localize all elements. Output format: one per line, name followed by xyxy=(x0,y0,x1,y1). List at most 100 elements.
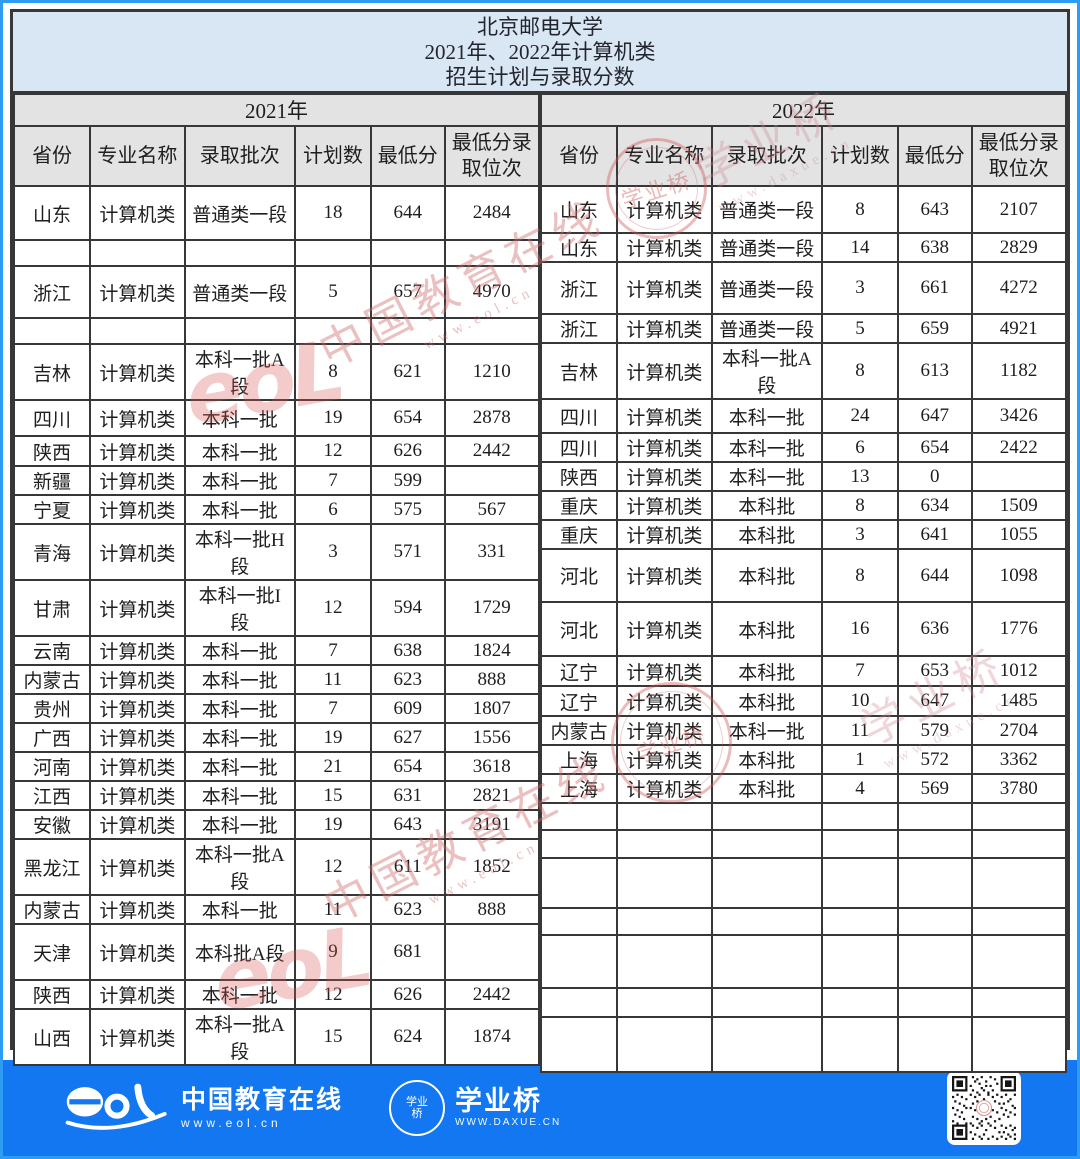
cell-major: 计算机类 xyxy=(89,579,186,637)
cell-min-rank xyxy=(970,907,1067,936)
table-row: 宁夏 计算机类 本科一批 6 575 567 xyxy=(12,494,540,525)
cell-major: 计算机类 xyxy=(89,435,186,467)
cell-plan: 8 xyxy=(820,490,900,521)
cell-min-rank: 567 xyxy=(443,494,540,525)
cell-batch xyxy=(710,907,823,936)
table-row: 新疆 计算机类 本科一批 7 599 xyxy=(12,465,540,496)
cell-min-rank: 2878 xyxy=(443,399,540,437)
table-row xyxy=(539,802,1067,831)
cell-major: 计算机类 xyxy=(616,655,713,687)
cell-plan: 1 xyxy=(820,744,900,775)
cell-province: 山东 xyxy=(12,185,92,241)
cell-min-score: 647 xyxy=(897,398,973,434)
cell-plan: 7 xyxy=(293,465,373,496)
cell-min-rank: 2422 xyxy=(970,432,1067,463)
cell-major: 计算机类 xyxy=(616,601,713,657)
cell-min-rank: 3362 xyxy=(970,744,1067,775)
cell-min-score xyxy=(897,829,973,859)
cell-plan: 10 xyxy=(820,685,900,717)
cell-major xyxy=(616,857,713,909)
table-row xyxy=(539,907,1067,936)
cell-plan: 3 xyxy=(820,519,900,550)
cell-major xyxy=(616,934,713,989)
cell-major xyxy=(616,907,713,936)
cell-min-score: 575 xyxy=(370,494,446,525)
cell-batch xyxy=(710,802,823,831)
cell-major: 计算机类 xyxy=(616,232,713,263)
cell-province: 吉林 xyxy=(12,343,92,401)
cell-province: 河南 xyxy=(12,751,92,782)
table-row xyxy=(12,317,540,345)
cell-province: 四川 xyxy=(539,432,619,463)
cell-min-rank: 2484 xyxy=(443,185,540,241)
cell-batch xyxy=(710,829,823,859)
cell-major: 计算机类 xyxy=(89,465,186,496)
cell-major: 计算机类 xyxy=(616,313,713,344)
cell-province: 辽宁 xyxy=(539,655,619,687)
cell-min-score: 647 xyxy=(897,685,973,717)
cell-min-score: 657 xyxy=(370,265,446,319)
table-row: 辽宁 计算机类 本科批 7 653 1012 xyxy=(539,655,1067,687)
cell-min-score: 569 xyxy=(897,773,973,804)
table-row xyxy=(539,829,1067,859)
cell-batch: 普通类一段 xyxy=(183,185,296,241)
cell-plan: 15 xyxy=(293,780,373,811)
cell-min-rank: 331 xyxy=(443,523,540,581)
cell-batch: 本科一批A 段 xyxy=(183,343,296,401)
cell-plan: 4 xyxy=(820,773,900,804)
cell-min-score: 613 xyxy=(897,342,973,400)
cell-min-score xyxy=(897,802,973,831)
cell-batch: 本科批 xyxy=(710,601,823,657)
cell-batch xyxy=(710,857,823,909)
admissions-table-sheet: 北京邮电大学 2021年、2022年计算机类 招生计划与录取分数 2021年 省… xyxy=(10,9,1070,1073)
cell-min-score: 643 xyxy=(370,809,446,840)
cell-batch: 本科一批A 段 xyxy=(183,1008,296,1066)
cell-province xyxy=(539,802,619,831)
cell-min-rank: 2829 xyxy=(970,232,1067,263)
cell-min-rank: 1509 xyxy=(970,490,1067,521)
cell-plan: 8 xyxy=(820,548,900,603)
cell-plan: 16 xyxy=(820,601,900,657)
cell-min-score: 0 xyxy=(897,461,973,492)
cell-major: 计算机类 xyxy=(89,523,186,581)
cell-min-rank: 2821 xyxy=(443,780,540,811)
cell-min-rank xyxy=(443,239,540,267)
table-row: 重庆 计算机类 本科批 3 641 1055 xyxy=(539,519,1067,550)
cell-plan xyxy=(820,802,900,831)
cell-province xyxy=(12,239,92,267)
cell-plan xyxy=(293,239,373,267)
col-header-batch: 录取批次 xyxy=(710,125,823,187)
cell-min-rank: 4272 xyxy=(970,261,1067,315)
col-header-min-score: 最低分 xyxy=(897,125,973,187)
cell-province: 陕西 xyxy=(12,435,92,467)
cell-plan: 12 xyxy=(293,838,373,896)
footer-brand-eol-url: www.eol.cn xyxy=(181,1115,282,1130)
table-row: 河北 计算机类 本科批 8 644 1098 xyxy=(539,548,1067,603)
cell-min-score: 624 xyxy=(370,1008,446,1066)
cell-major: 计算机类 xyxy=(89,494,186,525)
table-row: 河北 计算机类 本科批 16 636 1776 xyxy=(539,601,1067,657)
cell-min-score xyxy=(370,317,446,345)
cell-major xyxy=(616,802,713,831)
col-header-province: 省份 xyxy=(12,125,92,187)
cell-major: 计算机类 xyxy=(616,342,713,400)
cell-batch: 本科批 xyxy=(710,548,823,603)
cell-plan: 7 xyxy=(293,693,373,724)
table-row: 广西 计算机类 本科一批 19 627 1556 xyxy=(12,722,540,753)
cell-major: 计算机类 xyxy=(616,490,713,521)
table-row: 辽宁 计算机类 本科批 10 647 1485 xyxy=(539,685,1067,717)
cell-province xyxy=(539,1016,619,1073)
table-row: 内蒙古 计算机类 本科一批 11 579 2704 xyxy=(539,715,1067,746)
cell-batch: 普通类一段 xyxy=(710,232,823,263)
col-header-plan: 计划数 xyxy=(293,125,373,187)
cell-min-score: 611 xyxy=(370,838,446,896)
cell-batch xyxy=(710,987,823,1018)
cell-batch: 本科一批 xyxy=(183,979,296,1010)
cell-min-score xyxy=(897,857,973,909)
cell-major: 计算机类 xyxy=(89,751,186,782)
cell-batch: 本科一批 xyxy=(710,461,823,492)
cell-plan: 6 xyxy=(293,494,373,525)
cell-plan: 6 xyxy=(820,432,900,463)
cell-major: 计算机类 xyxy=(616,548,713,603)
